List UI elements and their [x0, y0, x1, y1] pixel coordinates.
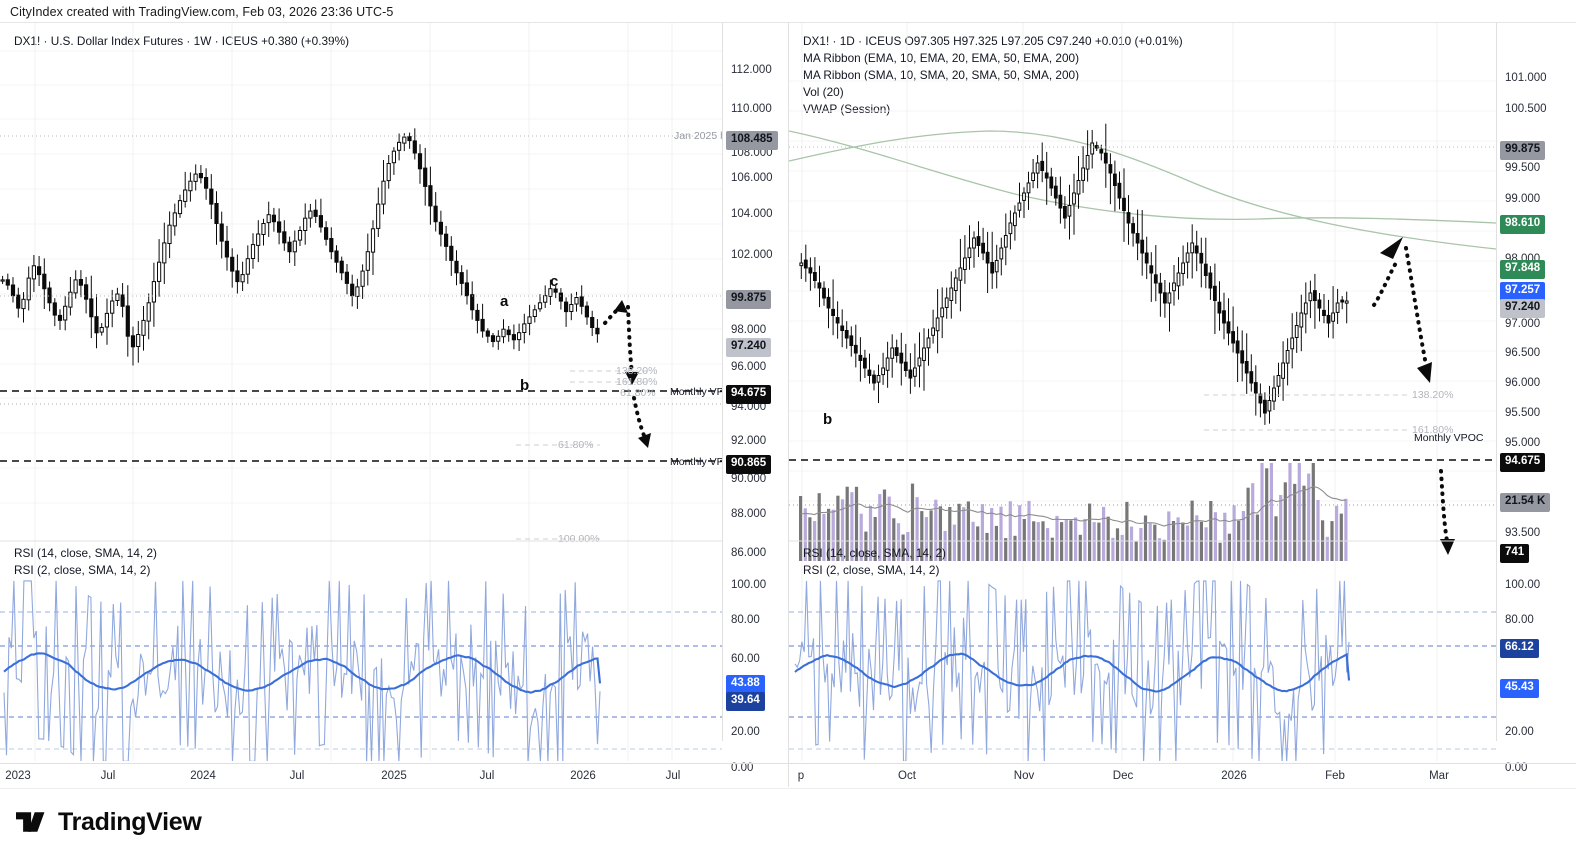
left-axis-tick-92: 92.000	[731, 435, 767, 447]
tradingview-logo: TradingView	[16, 808, 202, 837]
left-rsi-legend-line-1: RSI (14, close, SMA, 14, 2)	[14, 546, 157, 560]
right-time-tick-4: 2026	[1221, 770, 1247, 782]
left-axis-tick-106: 106.000	[731, 172, 773, 184]
left-price-pill-99875: 99.875	[726, 290, 772, 309]
left-axis-tick-102: 102.000	[731, 249, 773, 261]
right-rsi-tick-100: 100.00	[1505, 579, 1541, 591]
right-time-axis[interactable]: p Oct Nov Dec 2026 Feb Mar	[789, 763, 1576, 788]
left-axis-tick-88: 88.000	[731, 508, 767, 520]
tradingview-wordmark: TradingView	[58, 807, 202, 836]
left-rsi-pill-2: 39.64	[726, 692, 765, 711]
right-time-tick-2: Nov	[1013, 770, 1035, 782]
left-chart-pane[interactable]: DX1! · U.S. Dollar Index Futures · 1W · …	[0, 22, 788, 787]
left-price-pill-jan-high: 108.485	[726, 131, 778, 150]
right-plot-canvas[interactable]	[789, 23, 1576, 787]
right-rsi-legend-line-2: RSI (2, close, SMA, 14, 2)	[803, 563, 940, 577]
right-axis-tick-95-5: 95.500	[1505, 407, 1541, 419]
right-price-pill-99875: 99.875	[1500, 141, 1546, 160]
left-price-pill-last: 97.240	[726, 338, 772, 357]
left-time-tick-0: 2023	[5, 770, 31, 782]
left-price-pill-vpoc-lower: 90.865	[726, 455, 772, 474]
right-price-pill-vwap: 97.257	[1500, 282, 1546, 301]
right-rsi-legend: RSI (14, close, SMA, 14, 2) RSI (2, clos…	[803, 545, 946, 579]
left-time-tick-6: 2026	[570, 770, 596, 782]
left-axis-tick-108: 108.000	[731, 147, 773, 159]
left-axis-tick-110: 110.000	[731, 103, 772, 115]
left-axis-tick-86: 86.000	[731, 547, 767, 559]
right-axis-tick-98: 98.000	[1505, 253, 1541, 265]
right-price-pill-last: 97.240	[1500, 299, 1546, 318]
right-time-tick-5: Feb	[1325, 770, 1345, 782]
right-time-tick-1: Oct	[898, 770, 916, 782]
footer-bar: TradingView	[0, 788, 1576, 855]
left-price-pill-vpoc-upper: 94.675	[726, 385, 772, 404]
left-axis-tick-98: 98.000	[731, 324, 767, 336]
left-rsi-legend-line-2: RSI (2, close, SMA, 14, 2)	[14, 563, 151, 577]
left-rsi-tick-60: 60.00	[731, 653, 760, 665]
right-price-scale[interactable]: 101.000 100.500 100.000 99.500 99.000 98…	[1496, 23, 1576, 774]
left-axis-tick-94: 94.000	[731, 401, 767, 413]
wave-label-c: c	[550, 273, 559, 290]
left-time-tick-4: 2025	[381, 770, 407, 782]
left-plot-canvas[interactable]	[0, 23, 788, 787]
left-rsi-pill-14: 43.88	[726, 675, 765, 694]
right-wave-label-b: b	[823, 411, 833, 428]
right-rsi-tick-0: 0.00	[1505, 762, 1528, 774]
right-volume-pill-ma: 21.54 K	[1500, 493, 1551, 512]
left-price-scale[interactable]: 112.000 110.000 108.000 106.000 104.000 …	[722, 23, 788, 774]
right-axis-tick-101: 101.000	[1505, 72, 1547, 84]
left-axis-tick-112: 112.000	[731, 64, 772, 76]
left-time-tick-1: Jul	[100, 770, 116, 782]
left-rsi-tick-80: 80.00	[731, 614, 760, 626]
right-rsi-pill-14: 45.43	[1500, 679, 1539, 698]
left-time-tick-5: Jul	[479, 770, 495, 782]
right-rsi-legend-line-1: RSI (14, close, SMA, 14, 2)	[803, 546, 946, 560]
right-axis-tick-96-5: 96.500	[1505, 347, 1541, 359]
tradingview-mark-icon	[16, 812, 45, 832]
right-axis-tick-99: 99.000	[1505, 193, 1541, 205]
right-monthly-vpoc-label: Monthly VPOC	[1414, 432, 1484, 444]
left-rsi-tick-20: 20.00	[731, 726, 760, 738]
left-rsi-tick-100: 100.00	[731, 579, 767, 591]
right-price-pill-ema200: 98.610	[1500, 215, 1546, 234]
left-rsi-tick-0: 0.00	[731, 762, 754, 774]
left-time-tick-7: Jul	[665, 770, 681, 782]
left-rsi-legend: RSI (14, close, SMA, 14, 2) RSI (2, clos…	[14, 545, 157, 579]
right-rsi-tick-20: 20.00	[1505, 726, 1534, 738]
wave-label-b: b	[520, 377, 530, 394]
right-time-tick-3: Dec	[1112, 770, 1134, 782]
left-axis-tick-104: 104.000	[731, 208, 773, 220]
right-axis-tick-95: 95.000	[1505, 437, 1541, 449]
right-price-pill-vpoc: 94.675	[1500, 453, 1546, 472]
right-axis-tick-93-5: 93.500	[1505, 527, 1541, 539]
left-time-tick-2: 2024	[190, 770, 216, 782]
right-time-tick-0: p	[797, 770, 805, 782]
right-axis-tick-97: 97.000	[1505, 318, 1541, 330]
right-price-pill-sma200: 97.848	[1500, 260, 1546, 279]
right-chart-pane[interactable]: DX1! · 1D · ICEUS O97.305 H97.325 L97.20…	[788, 22, 1576, 787]
right-volume-pill-last: 741	[1500, 544, 1530, 563]
right-axis-tick-96: 96.000	[1505, 377, 1541, 389]
left-axis-tick-96: 96.000	[731, 361, 767, 373]
right-rsi-pill-2: 66.12	[1500, 639, 1539, 658]
right-axis-tick-100-5: 100.500	[1505, 103, 1547, 115]
right-axis-tick-99-5: 99.500	[1505, 162, 1541, 174]
wave-label-a: a	[500, 293, 509, 310]
right-rsi-tick-80: 80.00	[1505, 614, 1534, 626]
left-axis-tick-90: 90.000	[731, 473, 767, 485]
left-time-tick-3: Jul	[289, 770, 305, 782]
attribution-text: CityIndex created with TradingView.com, …	[10, 5, 394, 19]
right-time-tick-6: Mar	[1429, 770, 1449, 782]
left-time-axis[interactable]: 2023 Jul 2024 Jul 2025 Jul 2026 Jul	[0, 763, 788, 788]
